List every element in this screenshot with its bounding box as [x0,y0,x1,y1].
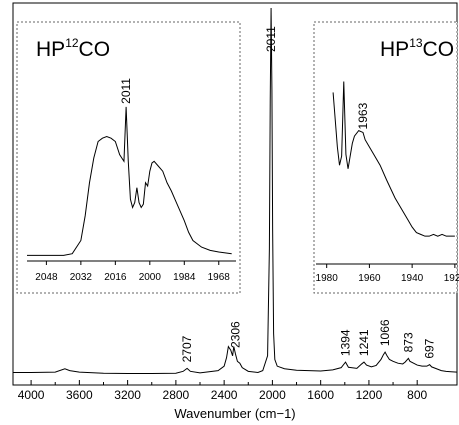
inset-hp12co-title-suffix: CO [79,38,111,61]
x-axis-label: Wavenumber (cm−1) [174,406,295,421]
main-x-tick-label: 4000 [18,388,45,402]
main-peak-label: 873 [401,332,415,352]
main-peak-label: 2306 [228,321,242,348]
main-peak-label: 2011 [264,26,278,52]
main-x-tick-label: 3600 [66,388,93,402]
main-peak-label: 2707 [180,335,194,362]
inset-12-x-tick-label: 2016 [104,272,127,283]
inset-12-x-tick-label: 1984 [173,272,196,283]
main-x-tick-label: 800 [407,388,427,402]
inset-12-x-tick-label: 2000 [139,272,162,283]
inset-hp13co-title-suffix: CO [423,38,455,61]
inset-12-x-tick-label: 1968 [208,272,231,283]
inset-12-x-tick-label: 2032 [70,272,93,283]
main-x-tick-label: 3200 [114,388,141,402]
inset-13-x-tick-label: 1940 [401,273,424,284]
inset-hp12co: HP12CO 2048 2032 2016 2000 1984 1968 2011 [16,21,241,294]
main-peak-labels: 2707 2306 2011 1394 1241 1066 873 697 [180,26,437,363]
inset-hp12co-spectrum-line [27,106,232,256]
main-x-axis [30,380,418,385]
main-x-tick-label: 2800 [163,388,190,402]
inset-13-x-tick-label: 1980 [316,273,339,284]
main-spectrum-line [13,7,458,375]
inset-hp12co-title-prefix: HP [36,38,65,61]
inset-hp13co-title: HP13CO [380,36,454,61]
main-x-tick-label: 1200 [356,388,383,402]
main-x-tick-label: 2400 [211,388,238,402]
inset-12-x-tick-label: 2048 [35,272,58,283]
inset-hp12co-title-isotope: 12 [65,36,79,50]
inset-hp12co-peak-labels: 2011 [119,78,133,104]
inset-hp13co-ticks [326,264,456,268]
main-peak-label: 1241 [357,329,371,356]
main-plot: 4000 3600 3200 2800 2400 2000 1600 1200 800 2707… [12,2,458,421]
inset-hp12co-title: HP12CO [36,36,110,61]
inset-hp13co: HP13CO 1980 1960 1940 1920 1963 [313,21,459,294]
main-peak-label: 1066 [378,319,392,346]
inset-hp13co-spectrum-line [332,81,455,237]
inset-hp13co-peak-labels: 1963 [356,102,370,129]
inset-13-peak-label: 1963 [356,102,370,129]
inset-hp13co-tick-labels: 1980 1960 1940 1920 [316,273,459,284]
main-x-tick-label: 2000 [259,388,286,402]
inset-12-peak-label: 2011 [119,78,133,104]
main-peak-label: 697 [423,338,437,358]
main-peak-label: 1394 [339,329,353,356]
main-x-tick-label: 1600 [307,388,334,402]
inset-hp12co-ticks [45,261,220,265]
inset-13-x-tick-label: 1960 [358,273,381,284]
main-x-tick-labels: 4000 3600 3200 2800 2400 2000 1600 1200 800 [18,388,428,402]
inset-13-x-tick-label: 1920 [444,273,459,284]
inset-hp12co-tick-labels: 2048 2032 2016 2000 1984 1968 [35,272,230,283]
inset-hp13co-frame [313,21,458,294]
inset-hp13co-title-prefix: HP [380,38,409,61]
inset-hp13co-title-isotope: 13 [409,36,423,50]
